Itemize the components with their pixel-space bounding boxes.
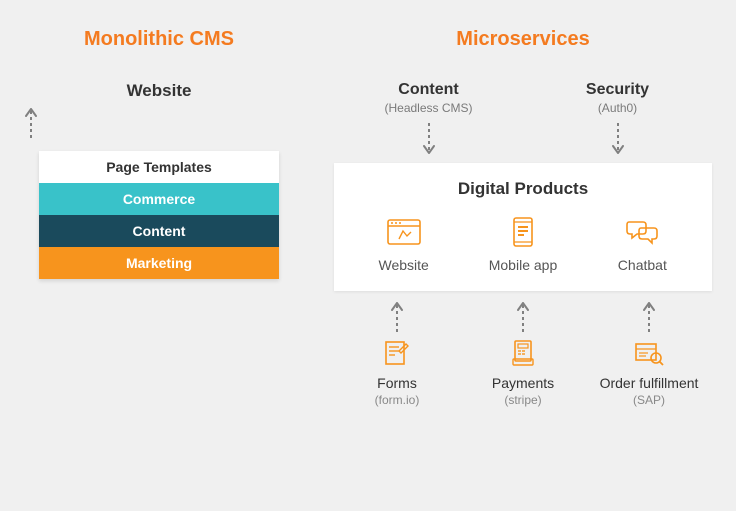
arrows-bottom — [334, 301, 712, 335]
order-icon — [586, 339, 712, 367]
digital-products-box: Digital Products Website — [334, 163, 712, 291]
browser-icon — [344, 217, 463, 247]
service-security-sub: (Auth0) — [523, 101, 712, 115]
service-forms: Forms (form.io) — [334, 339, 460, 407]
arrow-up-icon — [586, 301, 712, 335]
digital-products-title: Digital Products — [344, 179, 702, 199]
top-services: Content (Headless CMS) Security (Auth0) — [334, 81, 712, 115]
service-security-title: Security — [523, 81, 712, 99]
service-content-title: Content — [334, 81, 523, 99]
service-content-sub: (Headless CMS) — [334, 101, 523, 115]
product-chat-label: Chatbat — [583, 257, 702, 273]
service-payments: Payments (stripe) — [460, 339, 586, 407]
form-icon — [334, 339, 460, 367]
service-security: Security (Auth0) — [523, 81, 712, 115]
product-mobile-label: Mobile app — [463, 257, 582, 273]
payment-icon — [460, 339, 586, 367]
service-order-title: Order fulfillment — [586, 375, 712, 391]
layer-marketing: Marketing — [39, 247, 279, 279]
layer-commerce: Commerce — [39, 183, 279, 215]
diagram-root: Monolithic CMS Website Page Templates Co… — [0, 0, 736, 511]
layer-content: Content — [39, 215, 279, 247]
arrows-top — [334, 121, 712, 155]
monolith-stack: Page Templates Commerce Content Marketin… — [39, 151, 279, 279]
website-label: Website — [24, 81, 294, 101]
product-website: Website — [344, 217, 463, 273]
arrow-up-icon — [24, 107, 294, 141]
mobile-icon — [463, 217, 582, 247]
service-content: Content (Headless CMS) — [334, 81, 523, 115]
service-payments-sub: (stripe) — [460, 393, 586, 407]
products-row: Website Mobile app — [344, 217, 702, 273]
service-order-sub: (SAP) — [586, 393, 712, 407]
product-mobile: Mobile app — [463, 217, 582, 273]
product-chat: Chatbat — [583, 217, 702, 273]
chat-icon — [583, 217, 702, 247]
service-forms-title: Forms — [334, 375, 460, 391]
layer-page-templates: Page Templates — [39, 151, 279, 183]
microservices-column: Microservices Content (Headless CMS) Sec… — [334, 28, 712, 491]
service-payments-title: Payments — [460, 375, 586, 391]
service-forms-sub: (form.io) — [334, 393, 460, 407]
arrow-up-icon — [460, 301, 586, 335]
arrow-up-icon — [334, 301, 460, 335]
product-website-label: Website — [344, 257, 463, 273]
monolithic-column: Monolithic CMS Website Page Templates Co… — [24, 28, 294, 491]
bottom-services: Forms (form.io) Payments (strip — [334, 339, 712, 407]
monolithic-title: Monolithic CMS — [24, 28, 294, 51]
microservices-title: Microservices — [334, 28, 712, 51]
arrow-down-icon — [523, 121, 712, 155]
service-order: Order fulfillment (SAP) — [586, 339, 712, 407]
arrow-down-icon — [334, 121, 523, 155]
